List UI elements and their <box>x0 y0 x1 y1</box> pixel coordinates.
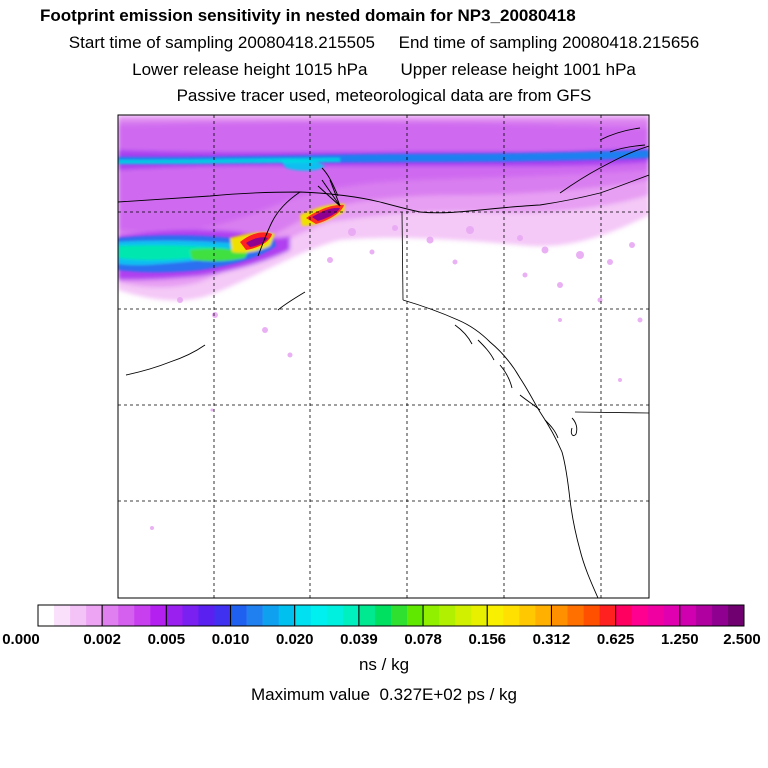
colorbar-swatch <box>134 605 151 626</box>
colorbar-swatch <box>198 605 215 626</box>
chart-title: Footprint emission sensitivity in nested… <box>40 6 576 25</box>
coastlines <box>118 127 649 598</box>
colorbar-swatch <box>278 605 296 626</box>
colorbar-swatch <box>471 605 488 626</box>
colorbar-swatch <box>583 605 600 626</box>
colorbar-swatch <box>230 605 247 626</box>
colorbar-tick-label: 0.039 <box>340 631 378 648</box>
upper-height-label: Upper release height 1001 hPa <box>400 60 636 79</box>
colorbar-swatch <box>326 605 344 626</box>
end-time-label: End time of sampling 20080418.215656 <box>398 33 700 52</box>
colorbar-swatch <box>551 605 568 626</box>
colorbar-tick-label: 2.500 <box>723 631 761 648</box>
colorbar-swatch <box>294 605 312 626</box>
colorbar-tick-label: 0.156 <box>468 631 506 648</box>
colorbar-swatch <box>567 605 584 626</box>
colorbar-swatch <box>310 605 328 626</box>
colorbar-swatch <box>711 605 729 626</box>
colorbar-tick-label: 0.005 <box>148 631 186 648</box>
colorbar-swatch <box>70 605 87 626</box>
sensitivity-field <box>118 115 649 530</box>
colorbar-swatch <box>407 605 424 626</box>
colorbar-swatch <box>150 605 167 626</box>
map-frame <box>117 114 650 599</box>
colorbar-swatch <box>503 605 520 626</box>
colorbar-swatch <box>166 605 183 626</box>
colorbar-swatch <box>38 605 55 626</box>
colorbar-swatch <box>54 605 71 626</box>
maximum-value-label: Maximum value 0.327E+02 ps / kg <box>251 685 517 704</box>
colorbar-swatch <box>727 605 745 626</box>
lower-height-label: Lower release height 1015 hPa <box>132 60 368 79</box>
colorbar-swatch <box>599 605 616 626</box>
colorbar-swatch <box>679 605 697 626</box>
colorbar-tick-label: 0.000 <box>2 631 40 648</box>
colorbar-tick-label: 0.020 <box>276 631 314 648</box>
colorbar-swatch <box>102 605 119 626</box>
sampling-time-line: Start time of sampling 20080418.215505 E… <box>0 33 768 53</box>
colorbar-swatch <box>519 605 536 626</box>
colorbar-swatch <box>487 605 504 626</box>
colorbar-tick-label: 0.010 <box>212 631 250 648</box>
colorbar-segments <box>37 604 745 627</box>
political-boundaries <box>401 211 649 414</box>
colorbar-tick-label: 0.625 <box>597 631 635 648</box>
start-time-label: Start time of sampling 20080418.215505 <box>68 33 376 52</box>
colorbar-tick-label: 0.002 <box>83 631 121 648</box>
colorbar-tick-labels: 0.000 0.002 0.005 0.010 0.020 0.039 0.078 0.156… <box>2 631 761 648</box>
colorbar-segment <box>679 604 745 627</box>
release-point-marker <box>317 179 341 207</box>
colorbar-swatch <box>358 605 376 626</box>
colorbar-swatch <box>182 605 199 626</box>
colorbar-swatch <box>439 605 456 626</box>
colorbar-swatch <box>118 605 135 626</box>
colorbar-swatch <box>535 605 552 626</box>
colorbar-tick-label: 1.250 <box>661 631 699 648</box>
colorbar-swatch <box>455 605 472 626</box>
graticule <box>118 115 649 598</box>
colorbar-swatch <box>391 605 408 626</box>
colorbar-units: ns / kg <box>358 655 410 674</box>
colorbar-tick-label: 0.312 <box>533 631 571 648</box>
colorbar-swatch <box>663 605 681 626</box>
colorbar-swatch <box>631 605 649 626</box>
release-height-line: Lower release height 1015 hPa Upper rele… <box>0 60 768 80</box>
tracer-note: Passive tracer used, meteorological data… <box>176 86 592 105</box>
colorbar-swatch <box>86 605 103 626</box>
colorbar-swatch <box>615 605 632 626</box>
colorbar-swatch <box>647 605 665 626</box>
colorbar-swatch <box>374 605 392 626</box>
colorbar-swatch <box>262 605 279 626</box>
colorbar-swatch <box>214 605 231 626</box>
colorbar-swatch <box>423 605 440 626</box>
colorbar-tick-label: 0.078 <box>404 631 442 648</box>
colorbar-swatch <box>246 605 263 626</box>
colorbar-swatch <box>342 605 360 626</box>
colorbar-swatch <box>695 605 713 626</box>
